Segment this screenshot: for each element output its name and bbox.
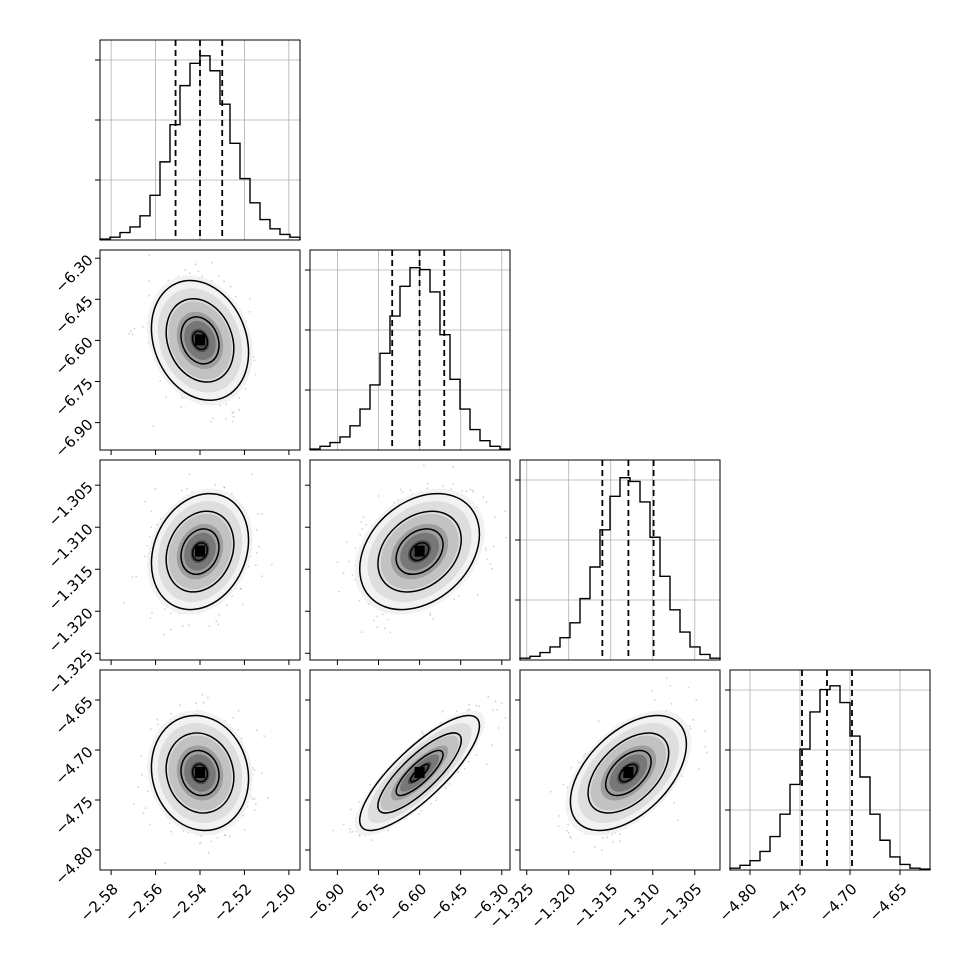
- panel-frame-2-2: [519, 459, 721, 661]
- density-panel-3-2: [515, 677, 708, 875]
- contour-3: [191, 330, 209, 351]
- histogram-step-1: [309, 267, 511, 450]
- contour-2: [180, 749, 220, 797]
- y-tick-label-1-1: −6.75: [51, 374, 96, 419]
- density-panel-3-1: [305, 695, 507, 875]
- x-tick-label-0-2: −2.54: [166, 880, 211, 925]
- contour-0: [358, 492, 481, 611]
- panel-frame-3-3: [729, 669, 931, 871]
- x-tick-label-1-3: −6.45: [426, 880, 471, 925]
- contour-1: [165, 298, 235, 383]
- y-tick-label-2-0: −1.325: [45, 646, 97, 698]
- contour-1: [165, 510, 235, 593]
- density-panel-3-0: [95, 693, 290, 875]
- contour-2: [180, 316, 220, 365]
- panel-frame-2-0: [99, 459, 301, 661]
- contour-2: [395, 749, 444, 797]
- contour-2: [180, 528, 220, 576]
- y-tick-label-2-4: −1.305: [45, 478, 97, 530]
- x-tick-label-3-0: −4.80: [716, 880, 761, 925]
- contour-3: [191, 763, 209, 783]
- panel-frame-2-1: [309, 459, 511, 661]
- x-tick-label-0-3: −2.52: [210, 880, 255, 925]
- y-tick-label-1-4: −6.30: [51, 251, 96, 296]
- x-tick-label-3-3: −4.65: [866, 880, 911, 925]
- x-tick-label-2-4: −1.305: [654, 880, 706, 932]
- y-tick-label-1-0: −6.90: [51, 416, 96, 461]
- x-tick-label-0-0: −2.58: [77, 880, 122, 925]
- histogram-panel-1: [305, 250, 511, 450]
- x-tick-label-2-1: −1.320: [528, 880, 580, 932]
- x-tick-label-1-0: −6.90: [303, 880, 348, 925]
- x-tick-label-1-1: −6.75: [344, 880, 389, 925]
- x-tick-label-0-1: −2.56: [121, 880, 166, 925]
- contour-1: [377, 732, 462, 814]
- density-panel-2-0: [95, 473, 290, 665]
- contour-3: [409, 542, 430, 562]
- contour-0: [150, 279, 250, 402]
- panel-frame-3-0: [99, 669, 301, 871]
- histogram-panel-3: [725, 670, 931, 870]
- x-tick-label-1-2: −6.60: [385, 880, 430, 925]
- histogram-step-2: [519, 477, 721, 660]
- histogram-panel-2: [515, 460, 721, 660]
- y-tick-label-3-2: −4.70: [51, 743, 96, 788]
- panel-frame-3-2: [519, 669, 721, 871]
- peak-marker: [195, 767, 205, 778]
- contour-1: [165, 732, 235, 814]
- contour-1: [377, 510, 462, 593]
- x-tick-label-3-2: −4.70: [816, 880, 861, 925]
- panel-frame-0-0: [99, 39, 301, 241]
- x-tick-label-0-4: −2.50: [254, 880, 299, 925]
- y-tick-label-3-0: −4.80: [51, 843, 96, 888]
- contour-2: [395, 528, 444, 576]
- contour-0: [150, 492, 250, 611]
- contour-0: [358, 714, 481, 832]
- histogram-step-3: [729, 685, 931, 870]
- y-tick-label-1-2: −6.60: [51, 333, 96, 378]
- contour-1: [587, 732, 670, 814]
- panel-frame-1-1: [309, 249, 511, 451]
- y-tick-label-1-3: −6.45: [51, 292, 96, 337]
- y-tick-label-3-3: −4.65: [51, 693, 96, 738]
- x-tick-label-2-3: −1.310: [612, 880, 664, 932]
- x-tick-label-2-2: −1.315: [570, 880, 622, 932]
- contour-2: [604, 749, 652, 797]
- contour-0: [569, 714, 688, 832]
- panel-frame-1-0: [99, 249, 301, 451]
- peak-marker: [623, 767, 634, 778]
- peak-marker: [195, 545, 205, 557]
- x-tick-label-3-1: −4.75: [766, 880, 811, 925]
- peak-marker: [414, 545, 425, 557]
- panel-frame-3-1: [309, 669, 511, 871]
- peak-marker: [414, 767, 425, 778]
- y-tick-label-2-2: −1.315: [45, 562, 97, 614]
- contour-0: [150, 714, 250, 832]
- histogram-step-0: [99, 55, 301, 240]
- contour-3: [191, 542, 209, 562]
- histogram-panel-0: [95, 40, 301, 240]
- y-tick-label-2-3: −1.310: [45, 520, 97, 572]
- density-panel-2-1: [305, 464, 507, 665]
- y-tick-label-3-1: −4.75: [51, 793, 96, 838]
- y-tick-label-2-1: −1.320: [45, 604, 97, 656]
- peak-marker: [195, 334, 205, 346]
- density-panel-1-0: [95, 254, 290, 455]
